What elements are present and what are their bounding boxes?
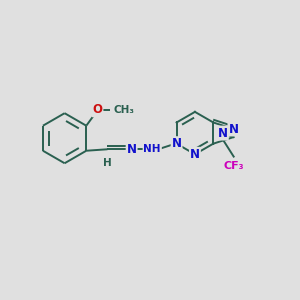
Text: N: N xyxy=(172,137,182,150)
Text: N: N xyxy=(127,143,136,156)
Text: N: N xyxy=(229,122,238,136)
Text: O: O xyxy=(92,103,103,116)
Text: N: N xyxy=(218,127,228,140)
Text: NH: NH xyxy=(143,144,161,154)
Text: CF₃: CF₃ xyxy=(224,161,244,171)
Text: CH₃: CH₃ xyxy=(114,105,135,115)
Text: N: N xyxy=(190,148,200,161)
Text: H: H xyxy=(103,158,112,167)
